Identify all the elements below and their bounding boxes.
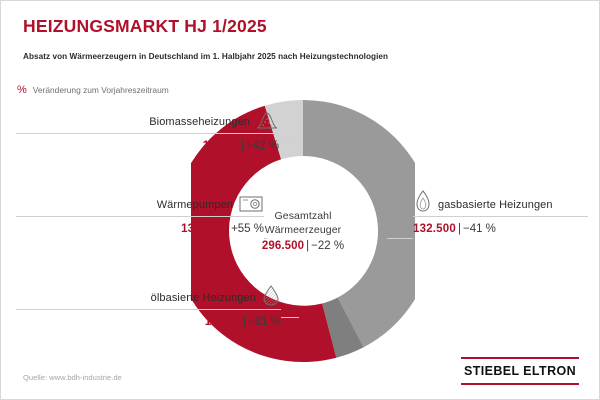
callout-gas-separator: | [457, 223, 461, 235]
callout-oil-label: ölbasierte Heizungen [150, 292, 256, 304]
callout-gas-header: gasbasierte Heizungen [413, 187, 588, 213]
percent-symbol: % [17, 84, 27, 96]
callout-heatpump-label: Wärmepumpen [156, 199, 233, 211]
legend-note: % Veränderung zum Vorjahreszeitraum [17, 84, 169, 96]
brand-logo: STIEBEL ELTRON [461, 357, 579, 385]
callout-biomass: Biomasseheizungen 14.000 | +42 % [16, 104, 279, 152]
callout-oil-values: 10.500 | −81 % [16, 316, 281, 328]
callout-biomass-change: +42 % [246, 140, 279, 152]
callout-gas-values: 132.500 | −41 % [413, 223, 588, 235]
donut-slice-oil[interactable] [322, 297, 364, 358]
page-title: HEIZUNGSMARKT HJ 1/2025 [23, 16, 267, 36]
callout-oil-separator: | [243, 316, 247, 328]
callout-heatpump-separator: | [226, 223, 230, 235]
callout-heatpump: Wärmepumpen 139.500 | +55 % [16, 187, 264, 235]
callout-gas-label: gasbasierte Heizungen [438, 199, 553, 211]
callout-heatpump-rule [16, 216, 264, 217]
callout-heatpump-header: Wärmepumpen [16, 187, 264, 213]
callout-biomass-values: 14.000 | +42 % [16, 140, 279, 152]
oil-drop-icon-svg [263, 285, 279, 306]
donut-slice-gas[interactable] [303, 100, 415, 348]
callout-biomass-header: Biomasseheizungen [16, 104, 279, 130]
callout-biomass-value: 14.000 [202, 140, 240, 152]
gas-flame-icon-svg [416, 190, 430, 212]
leader-line-oil [281, 317, 299, 318]
callout-gas-value: 132.500 [413, 223, 456, 235]
callout-gas-change: −41 % [462, 223, 496, 235]
gas-flame-icon [413, 189, 433, 213]
page-subtitle: Absatz von Wärmeerzeugern in Deutschland… [23, 52, 389, 61]
callout-oil-value: 10.500 [204, 316, 242, 328]
leader-line-heatpump [264, 238, 267, 239]
donut-chart-svg [191, 100, 415, 362]
callout-heatpump-change: +55 % [231, 223, 264, 235]
source-note: Quelle: www.bdh-industrie.de [23, 373, 122, 382]
heat-pump-icon [238, 193, 264, 213]
callout-gas: gasbasierte Heizungen 132.500 | −41 % [413, 187, 588, 235]
callout-biomass-rule [16, 133, 279, 134]
oil-drop-icon [261, 284, 281, 306]
biomass-pellet-icon [255, 110, 279, 130]
callout-oil-change: −81 % [248, 316, 281, 328]
callout-oil-rule [16, 309, 281, 310]
legend-note-text: Veränderung zum Vorjahreszeitraum [32, 85, 169, 95]
callout-heatpump-value: 139.500 [181, 223, 225, 235]
leader-line-gas [387, 238, 413, 239]
callout-oil-header: ölbasierte Heizungen [16, 280, 281, 306]
callout-gas-rule [413, 216, 588, 217]
leader-line-biomass [279, 141, 299, 142]
biomass-pellet-icon-svg [256, 112, 278, 129]
heat-pump-icon-svg [239, 196, 263, 212]
callout-biomass-separator: | [241, 140, 245, 152]
callout-oil: ölbasierte Heizungen 10.500 | −81 % [16, 280, 281, 328]
callout-biomass-label: Biomasseheizungen [149, 116, 250, 128]
brand-logo-text: STIEBEL ELTRON [463, 364, 577, 378]
donut-slice-biomass[interactable] [264, 100, 303, 160]
donut-slice-heatpump[interactable] [191, 105, 337, 362]
callout-heatpump-values: 139.500 | +55 % [16, 223, 264, 235]
